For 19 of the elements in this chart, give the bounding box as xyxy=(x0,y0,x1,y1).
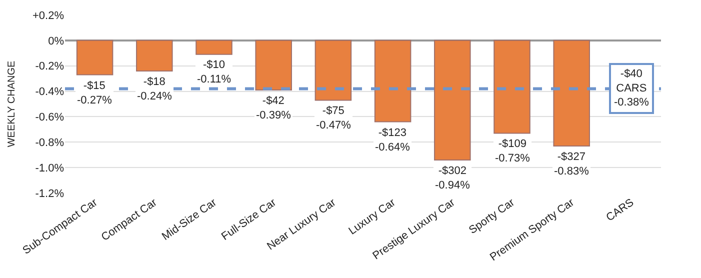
data-label: -$302 -0.94% xyxy=(435,165,470,192)
y-axis-title: WEEKLY CHANGE xyxy=(6,60,18,148)
y-tick-label: -1.0% xyxy=(35,162,64,174)
y-tick-label: -0.8% xyxy=(35,136,64,149)
data-label: -$75 -0.47% xyxy=(316,105,352,132)
y-tick-label: -0.2% xyxy=(35,60,64,73)
ref-line-label: -$40 CARS -0.38% xyxy=(614,68,650,109)
data-label: -$123 -0.64% xyxy=(375,127,410,154)
y-tick-label: -0.4% xyxy=(35,86,64,98)
y-tick-label: -0.6% xyxy=(35,112,64,124)
y-tick-label: 0% xyxy=(48,35,64,48)
data-label: -$327 -0.83% xyxy=(554,151,590,178)
data-label: -$18 -0.24% xyxy=(137,76,172,102)
data-label: -$109 -0.73% xyxy=(495,138,530,164)
data-label: -$15 -0.27% xyxy=(77,80,112,106)
data-label: -$10 -0.11% xyxy=(197,59,232,86)
y-tick-label: +0.2% xyxy=(32,10,64,22)
y-tick-label: -1.2% xyxy=(35,188,64,200)
data-label: -$42 -0.39% xyxy=(256,95,292,122)
